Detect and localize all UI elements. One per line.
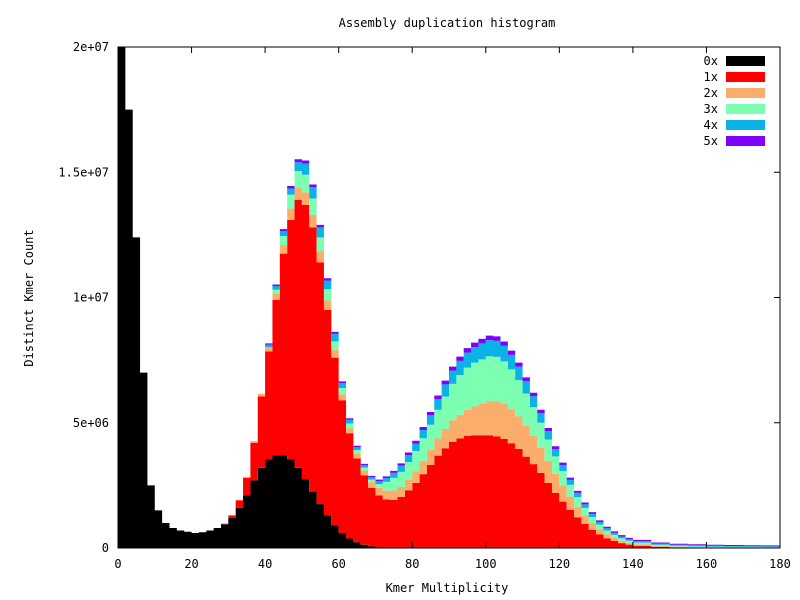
legend: 0x 1x 2x 3x 4x 5x bbox=[704, 54, 765, 148]
chart-title: Assembly duplication histogram bbox=[339, 16, 556, 30]
legend-label-2x: 2x bbox=[704, 86, 718, 100]
y-tick-label: 0 bbox=[102, 541, 109, 555]
x-tick-label: 100 bbox=[475, 557, 497, 571]
x-tick-label: 40 bbox=[258, 557, 272, 571]
stacked-series-layer bbox=[118, 47, 780, 548]
x-axis-label: Kmer Multiplicity bbox=[386, 581, 509, 595]
x-tick-label: 20 bbox=[184, 557, 198, 571]
legend-swatch-0x bbox=[726, 56, 765, 66]
series-area-2x bbox=[118, 47, 780, 548]
y-tick-label: 2e+07 bbox=[73, 40, 109, 54]
legend-label-4x: 4x bbox=[704, 118, 718, 132]
axis-ticks: 0 20 40 60 80 100 120 140 160 180 0 5e+06 1e+07 1.5e+… bbox=[58, 40, 790, 571]
y-tick-label: 5e+06 bbox=[73, 416, 109, 430]
legend-label-3x: 3x bbox=[704, 102, 718, 116]
x-tick-label: 60 bbox=[331, 557, 345, 571]
x-tick-label: 80 bbox=[405, 557, 419, 571]
legend-swatch-4x bbox=[726, 120, 765, 130]
x-tick-label: 120 bbox=[548, 557, 570, 571]
legend-swatch-3x bbox=[726, 104, 765, 114]
y-axis-label: Distinct Kmer Count bbox=[22, 229, 36, 366]
y-tick-label: 1e+07 bbox=[73, 291, 109, 305]
x-tick-label: 180 bbox=[769, 557, 791, 571]
legend-swatch-1x bbox=[726, 72, 765, 82]
legend-label-1x: 1x bbox=[704, 70, 718, 84]
x-tick-label: 140 bbox=[622, 557, 644, 571]
series-area-1x bbox=[118, 47, 780, 548]
x-tick-label: 160 bbox=[696, 557, 718, 571]
legend-swatch-5x bbox=[726, 136, 765, 146]
legend-label-5x: 5x bbox=[704, 134, 718, 148]
y-tick-label: 1.5e+07 bbox=[58, 165, 109, 179]
x-tick-label: 0 bbox=[114, 557, 121, 571]
legend-swatch-2x bbox=[726, 88, 765, 98]
legend-label-0x: 0x bbox=[704, 54, 718, 68]
